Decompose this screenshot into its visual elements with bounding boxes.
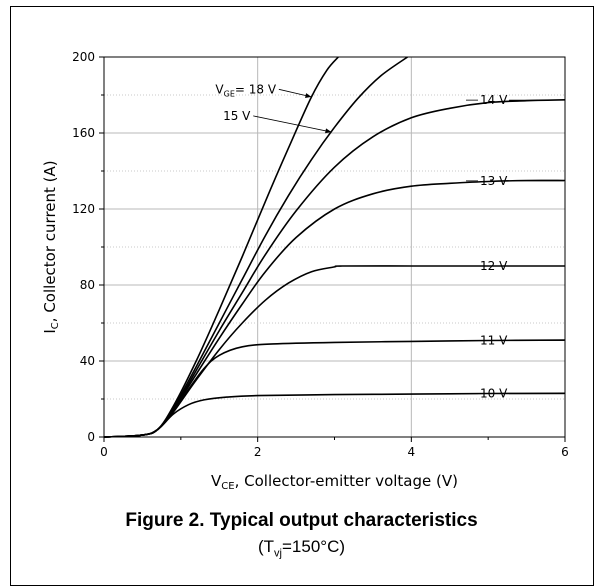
curve-label: 13 V <box>480 174 508 188</box>
curve-labels: 10 V 11 V 12 V 13 V 14 V 15 V VGE= 18 V <box>215 82 564 401</box>
curve-label: 12 V <box>480 259 508 273</box>
curve-v-ge-18-v <box>103 56 339 438</box>
x-tick-label: 6 <box>561 445 569 459</box>
axis-ticks: 0 2 4 6 0 40 80 120 160 200 <box>72 50 569 459</box>
y-tick-label: 0 <box>87 430 95 444</box>
figure-subtitle: (Tvj=150°C) <box>257 537 346 560</box>
curve-label: 10 V <box>480 387 508 401</box>
grid <box>104 57 565 437</box>
y-tick-label: 80 <box>80 278 95 292</box>
label-arrowhead <box>325 128 332 134</box>
figure-title: Figure 2. Typical output characteristics <box>125 510 478 531</box>
curve-label: 15 V <box>223 109 251 123</box>
curves <box>103 56 566 438</box>
curve-label: VGE= 18 V <box>215 82 276 98</box>
x-axis-label: VCE, Collector-emitter voltage (V) <box>211 472 458 492</box>
label-leader <box>253 115 332 133</box>
y-tick-label: 200 <box>72 50 95 64</box>
y-tick-label: 160 <box>72 126 95 140</box>
y-tick-label: 40 <box>80 354 95 368</box>
y-axis-label: IC, Collector current (A) <box>41 160 61 333</box>
x-tick-label: 0 <box>100 445 108 459</box>
curve-label: 14 V <box>480 93 508 107</box>
curve-label: 11 V <box>480 333 508 347</box>
x-tick-label: 4 <box>408 445 416 459</box>
x-tick-label: 2 <box>254 445 262 459</box>
y-tick-label: 120 <box>72 202 95 216</box>
label-arrowhead <box>305 93 312 98</box>
